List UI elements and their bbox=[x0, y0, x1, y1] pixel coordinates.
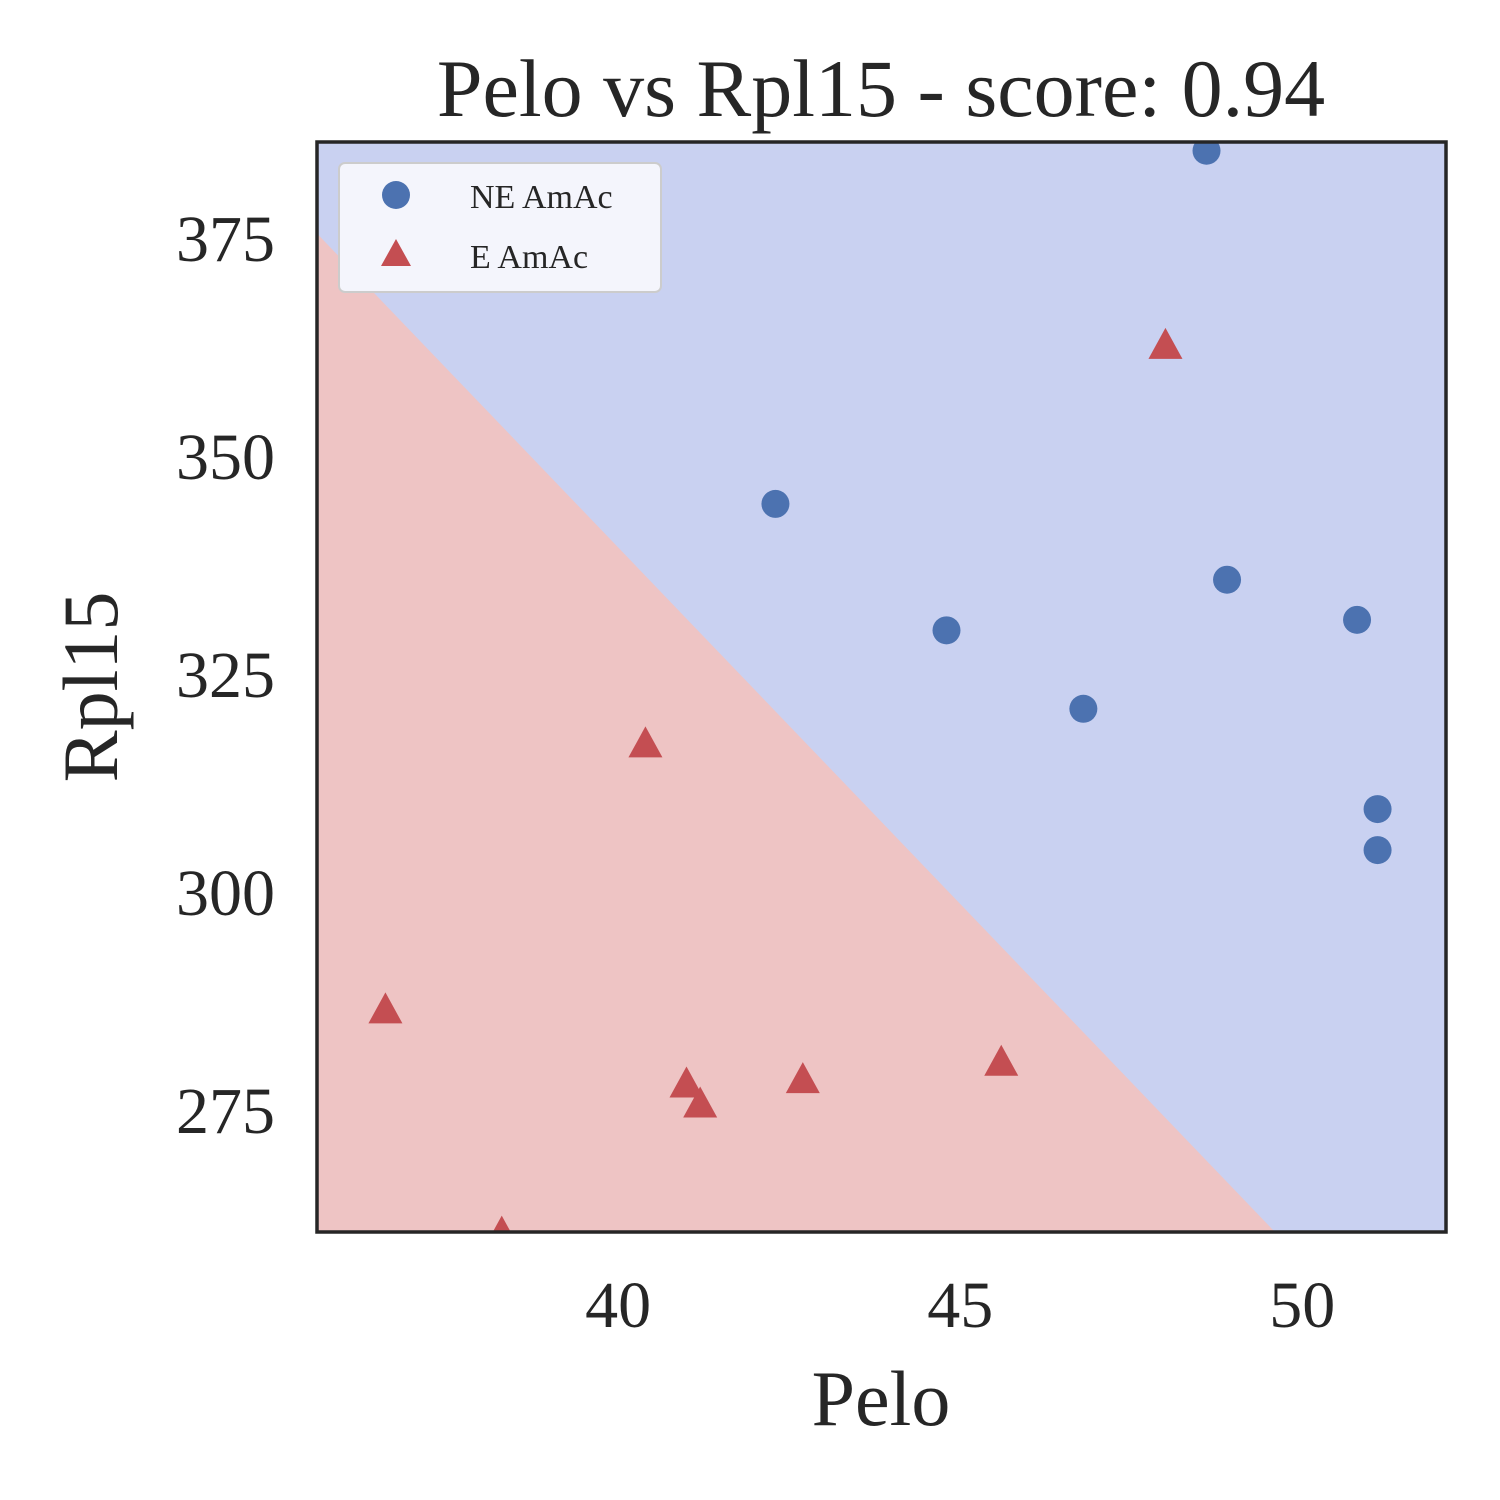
x-tick-label: 45 bbox=[927, 1269, 993, 1342]
point-ne-amac-0 bbox=[1192, 142, 1221, 165]
point-e-amac-7 bbox=[492, 1215, 511, 1232]
point-e-amac-6 bbox=[683, 1086, 718, 1118]
point-ne-amac-3 bbox=[932, 616, 961, 645]
point-ne-amac-5 bbox=[1069, 694, 1098, 723]
region-e-amac bbox=[317, 233, 1275, 1232]
point-e-amac-3 bbox=[984, 1044, 1019, 1076]
legend-marker-ne-amac bbox=[382, 181, 410, 209]
legend-box bbox=[338, 162, 662, 293]
x-tick-label: 50 bbox=[1269, 1269, 1335, 1342]
y-tick-label: 350 bbox=[176, 421, 275, 494]
plot-frame bbox=[315, 140, 1448, 1234]
y-axis-ticks: 275 300 325 350 375 bbox=[176, 203, 275, 1148]
legend-marker-e-amac bbox=[381, 239, 411, 266]
point-ne-amac-4 bbox=[1343, 605, 1372, 634]
data-points bbox=[368, 142, 1392, 1232]
point-e-amac-4 bbox=[785, 1062, 820, 1094]
legend-label-ne-amac: NE AmAc bbox=[470, 179, 613, 216]
y-tick-label: 300 bbox=[176, 857, 275, 930]
decision-regions bbox=[317, 142, 1446, 1232]
point-e-amac-5 bbox=[669, 1066, 704, 1098]
point-e-amac-1 bbox=[628, 726, 663, 758]
point-e-amac-0 bbox=[1148, 327, 1183, 359]
point-e-amac-2 bbox=[368, 992, 403, 1024]
y-axis-label: Rpl15 bbox=[47, 592, 134, 783]
point-ne-amac-2 bbox=[1213, 565, 1242, 594]
legend-label-e-amac: E AmAc bbox=[470, 239, 588, 276]
legend[interactable]: NE AmAc E AmAc bbox=[338, 162, 662, 293]
x-axis-ticks: 40 45 50 bbox=[585, 1269, 1335, 1342]
point-ne-amac-6 bbox=[1363, 795, 1392, 824]
point-ne-amac-1 bbox=[761, 489, 790, 518]
y-tick-label: 275 bbox=[176, 1075, 275, 1148]
x-axis-label: Pelo bbox=[812, 1355, 951, 1442]
y-tick-label: 325 bbox=[176, 639, 275, 712]
x-tick-label: 40 bbox=[585, 1269, 651, 1342]
chart-title: Pelo vs Rpl15 - score: 0.94 bbox=[437, 43, 1325, 134]
point-ne-amac-7 bbox=[1363, 836, 1392, 865]
y-tick-label: 375 bbox=[176, 203, 275, 276]
